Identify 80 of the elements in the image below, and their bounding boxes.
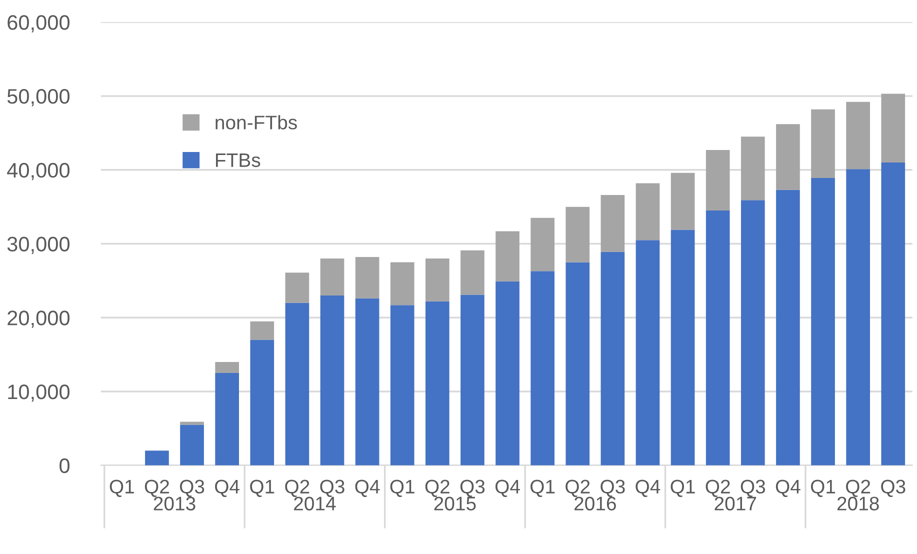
bar [740,200,765,466]
x-tick-label: Q3 [740,480,766,498]
bar [846,102,870,170]
bar [215,373,239,466]
x-tick-label: Q3 [320,480,344,498]
bar [320,295,344,466]
bar [460,294,484,466]
x-tick-label: Q1 [530,480,555,498]
bar [425,258,450,302]
x-tick-label: Q4 [636,480,660,498]
text: 2014 [294,496,336,510]
legend-label: non-FTbs [216,115,297,130]
bar [180,424,204,466]
x-tick-label: Q1 [250,480,274,498]
bar [706,210,730,466]
y-tick-label: 40,000 [7,162,70,180]
bar [460,250,484,295]
bar [496,281,520,466]
x-tick-label: Q2 [566,480,590,498]
bar [811,109,835,178]
bar [811,178,835,466]
x-tick-label: Q2 [846,480,870,498]
bar [496,231,520,282]
bar [355,257,380,298]
bar [600,195,625,252]
bar [776,124,800,190]
text: 2016 [574,496,616,510]
legend-label: FTBs [216,153,260,168]
text: 2013 [154,496,196,510]
y-tick-label: 60,000 [8,15,70,32]
x-tick-label: Q2 [144,480,169,498]
x-tick-label: Q4 [355,480,380,498]
bar [145,450,169,466]
y-tick-label: 30,000 [7,236,70,254]
bar [670,172,695,230]
y-tick-label: 20,000 [8,310,70,328]
bar [706,150,730,211]
bar [530,271,554,466]
bar [566,262,590,466]
x-tick-label: Q1 [810,480,836,498]
x-tick-label: Q3 [600,480,625,498]
bar [355,298,380,466]
bar [285,302,310,466]
text: 2018 [837,496,879,510]
x-tick-label: Q3 [881,480,906,498]
bar [250,340,274,466]
x-tick-label: Q2 [285,480,310,498]
bar [636,183,660,240]
bar [425,301,450,466]
x-tick-label: Q1 [110,480,134,498]
bar [530,218,554,272]
bar [390,305,414,466]
x-tick-label: Q2 [706,480,730,498]
x-tick-label: Q1 [670,480,695,498]
bar [881,162,906,466]
bar [250,321,274,340]
text: 2017 [714,496,756,510]
bar [846,169,870,466]
bar [390,262,414,306]
bar [215,362,239,374]
bar [600,252,625,466]
text: 2015 [434,496,476,510]
y-tick-label: 10,000 [8,384,70,402]
bar [285,272,310,303]
y-tick-label: 50,000 [7,89,70,106]
x-tick-label: Q2 [425,480,450,498]
bar [776,190,800,466]
bar [881,94,906,163]
bar [566,206,590,262]
x-tick-label: Q4 [495,480,520,498]
x-tick-label: Q3 [180,480,204,498]
x-tick-label: Q4 [776,480,800,498]
x-tick-label: Q3 [460,480,485,498]
bar [320,258,344,296]
y-tick-label: 0 [60,458,70,474]
bar [740,136,765,200]
bar [670,230,695,466]
bar [636,240,660,466]
x-tick-label: Q1 [390,480,414,498]
x-tick-label: Q4 [215,480,240,498]
